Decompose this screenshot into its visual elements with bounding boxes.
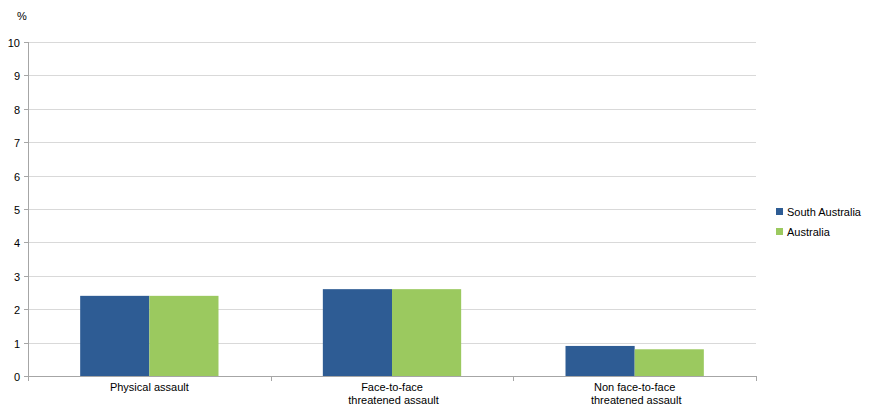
bar [323,289,392,376]
grid-line [28,142,756,143]
grid-line [28,109,756,110]
y-tick [24,376,28,377]
y-tick-label: 0 [14,371,20,383]
grid-line [28,276,756,277]
x-tick [271,376,272,381]
y-tick-label: 5 [14,204,20,216]
y-tick [24,209,28,210]
bar [392,289,461,376]
legend-label: Australia [787,226,831,238]
legend-label: South Australia [787,206,862,218]
y-tick [24,343,28,344]
legend-swatch [776,208,783,215]
x-tick [513,376,514,381]
y-axis-label: % [17,10,27,22]
y-tick-label: 2 [14,304,20,316]
grid-line [28,209,756,210]
x-axis [28,376,756,377]
chart: 0 1 2 3 4 5 6 7 8 9 10% Physical assault Face-to-fac… [0,0,869,416]
y-tick-label: 7 [14,137,20,149]
y-tick [24,176,28,177]
y-tick-label: 3 [14,271,20,283]
bars [80,289,704,376]
grid-line [28,176,756,177]
x-tick [756,376,757,381]
y-tick [24,276,28,277]
y-tick-label: 6 [14,171,20,183]
y-tick [24,75,28,76]
y-tick-label: 4 [14,237,20,249]
grid-line [28,42,756,43]
x-tick-label: Non face-to-face threatened assault [588,381,682,406]
bar [566,346,635,376]
y-tick [24,242,28,243]
chart-container: 0 1 2 3 4 5 6 7 8 9 10% Physical assault Face-to-fac… [0,0,869,416]
grid-line [28,75,756,76]
y-tick-label: 8 [14,104,20,116]
x-tick [28,376,29,381]
grid-line [28,242,756,243]
y-tick [24,109,28,110]
y-axis [28,42,29,376]
x-tick-label: Face-to-face threatened assault [345,381,439,406]
grid-line [28,376,756,377]
bar [80,296,149,376]
bar [149,296,218,376]
y-tick-label: 9 [14,70,20,82]
y-tick-label: 1 [14,338,20,350]
legend-swatch [776,228,783,235]
y-tick-label: 10 [8,37,20,49]
x-tick-label: Physical assault [110,381,189,393]
y-tick [24,42,28,43]
y-tick [24,142,28,143]
bar [635,349,704,376]
y-tick [24,309,28,310]
